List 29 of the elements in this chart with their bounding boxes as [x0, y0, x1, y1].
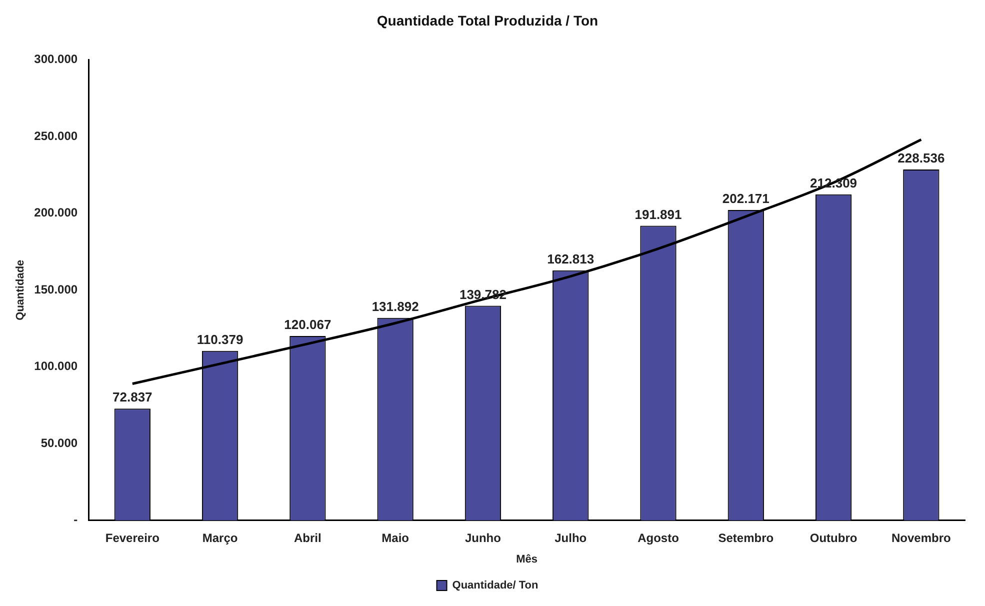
y-tick-label: 300.000	[34, 52, 78, 66]
data-label: 162.813	[547, 252, 594, 267]
data-label: 191.891	[634, 206, 682, 222]
y-tick-label: 100.000	[34, 359, 78, 374]
x-tick-label: Abril	[294, 530, 322, 545]
data-label: 72.837	[112, 390, 152, 405]
x-tick-label: Agosto	[638, 530, 679, 545]
y-tick-label: 150.000	[34, 282, 78, 296]
y-axis-title: Quantidade	[14, 260, 27, 320]
x-tick-label: Outubro	[810, 530, 858, 545]
x-tick-label: Fevereiro	[105, 530, 160, 545]
x-tick-label: Maio	[382, 530, 409, 545]
data-label: 120.067	[284, 317, 332, 332]
legend-label: Quantidade/ Ton	[452, 580, 539, 592]
data-label: 131.892	[372, 298, 419, 314]
data-label: 202.171	[722, 191, 770, 206]
data-label: 110.379	[196, 332, 244, 348]
x-tick-label: Julho	[554, 530, 587, 545]
y-tick-label: 250.000	[34, 128, 78, 143]
chart-title: Quantidade Total Produzida / Ton	[376, 12, 598, 28]
x-tick-label: Junho	[464, 530, 501, 545]
x-tick-label: Setembro	[718, 530, 774, 545]
x-tick-label: Março	[202, 530, 238, 545]
y-tick-label: -	[74, 512, 78, 527]
x-axis-title: Mês	[516, 553, 538, 566]
x-tick-label: Novembro	[892, 530, 951, 545]
y-tick-label: 200.000	[34, 206, 78, 220]
y-tick-label: 50.000	[40, 436, 78, 450]
data-label: 228.536	[898, 150, 945, 166]
